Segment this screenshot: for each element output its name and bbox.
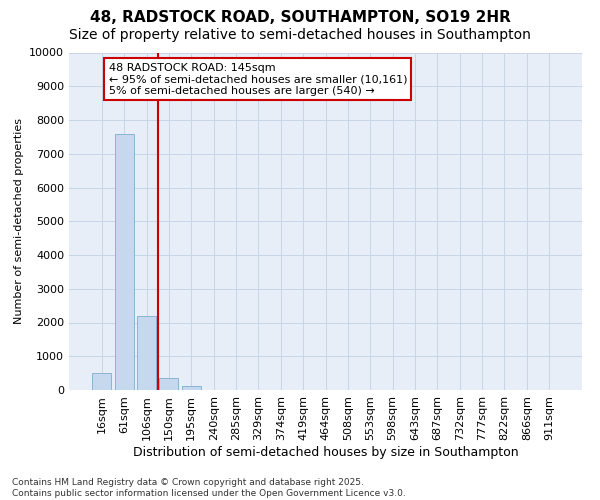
Bar bbox=[115, 134, 134, 390]
Text: 48 RADSTOCK ROAD: 145sqm
← 95% of semi-detached houses are smaller (10,161)
5% o: 48 RADSTOCK ROAD: 145sqm ← 95% of semi-d… bbox=[109, 62, 407, 96]
X-axis label: Distribution of semi-detached houses by size in Southampton: Distribution of semi-detached houses by … bbox=[133, 446, 518, 458]
Text: Size of property relative to semi-detached houses in Southampton: Size of property relative to semi-detach… bbox=[69, 28, 531, 42]
Bar bbox=[137, 316, 156, 390]
Y-axis label: Number of semi-detached properties: Number of semi-detached properties bbox=[14, 118, 23, 324]
Text: Contains HM Land Registry data © Crown copyright and database right 2025.
Contai: Contains HM Land Registry data © Crown c… bbox=[12, 478, 406, 498]
Text: 48, RADSTOCK ROAD, SOUTHAMPTON, SO19 2HR: 48, RADSTOCK ROAD, SOUTHAMPTON, SO19 2HR bbox=[89, 10, 511, 25]
Bar bbox=[160, 378, 178, 390]
Bar bbox=[182, 386, 201, 390]
Bar bbox=[92, 373, 112, 390]
